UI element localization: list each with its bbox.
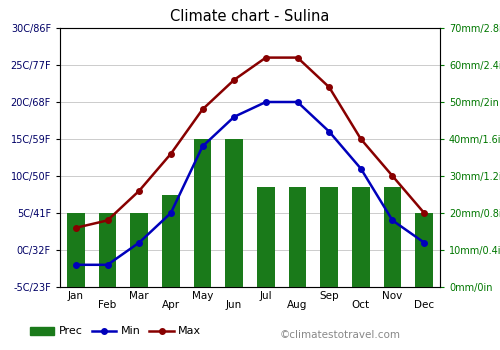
Text: Oct: Oct xyxy=(352,300,370,310)
Line: Min: Min xyxy=(73,99,427,268)
Max xyxy=(200,107,205,112)
Max xyxy=(168,152,174,156)
Min xyxy=(390,218,396,223)
Text: Sep: Sep xyxy=(320,291,339,301)
Text: May: May xyxy=(192,291,213,301)
Text: Dec: Dec xyxy=(414,300,434,310)
Min xyxy=(358,167,364,171)
Legend: Prec, Min, Max: Prec, Min, Max xyxy=(26,322,206,341)
Min xyxy=(200,144,205,148)
Bar xyxy=(99,213,116,287)
Bar xyxy=(416,213,433,287)
Text: Aug: Aug xyxy=(288,300,308,310)
Max xyxy=(73,226,79,230)
Min xyxy=(326,130,332,134)
Text: Nov: Nov xyxy=(382,291,402,301)
Text: Apr: Apr xyxy=(162,300,180,310)
Bar xyxy=(320,187,338,287)
Max xyxy=(326,85,332,89)
Text: Jun: Jun xyxy=(226,300,242,310)
Max xyxy=(294,56,300,60)
Text: Mar: Mar xyxy=(130,291,149,301)
Bar xyxy=(257,187,274,287)
Max xyxy=(104,218,110,223)
Min xyxy=(104,263,110,267)
Text: Jan: Jan xyxy=(68,291,84,301)
Line: Max: Max xyxy=(73,55,427,231)
Bar xyxy=(194,139,211,287)
Text: ©climatestotravel.com: ©climatestotravel.com xyxy=(280,329,401,340)
Max xyxy=(358,137,364,141)
Text: Jul: Jul xyxy=(260,291,272,301)
Min xyxy=(231,115,237,119)
Min xyxy=(294,100,300,104)
Text: Feb: Feb xyxy=(98,300,116,310)
Bar xyxy=(384,187,401,287)
Max xyxy=(421,211,427,215)
Bar xyxy=(67,213,84,287)
Max xyxy=(136,189,142,193)
Min xyxy=(136,240,142,245)
Max xyxy=(231,78,237,82)
Max xyxy=(263,56,269,60)
Bar xyxy=(130,213,148,287)
Bar xyxy=(289,187,306,287)
Bar xyxy=(352,187,370,287)
Min xyxy=(168,211,174,215)
Bar xyxy=(162,195,180,287)
Bar xyxy=(226,139,243,287)
Min xyxy=(263,100,269,104)
Max xyxy=(390,174,396,178)
Min xyxy=(421,240,427,245)
Title: Climate chart - Sulina: Climate chart - Sulina xyxy=(170,9,330,24)
Min xyxy=(73,263,79,267)
